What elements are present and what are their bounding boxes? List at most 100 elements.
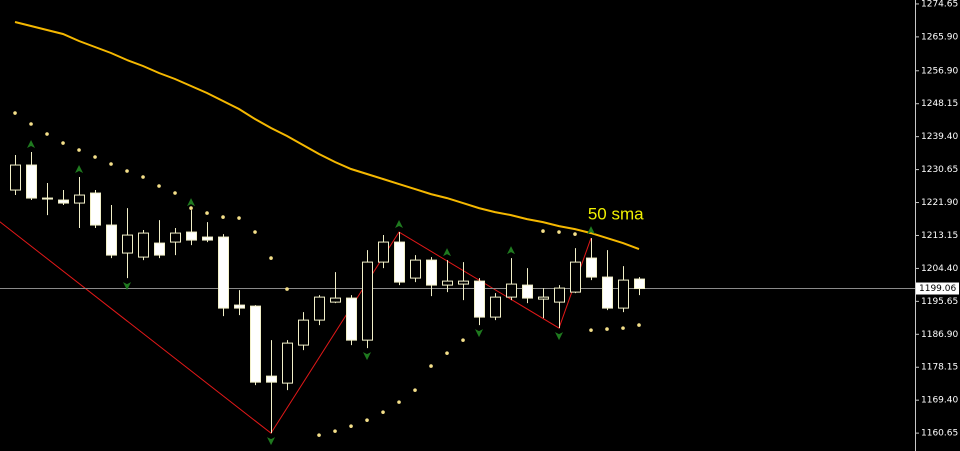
candle-body [410, 259, 421, 279]
sar-dot [621, 326, 625, 330]
fractal-up-arrow [395, 220, 404, 229]
sar-dot [205, 211, 209, 215]
sar-dot [29, 122, 33, 126]
sar-dot [125, 169, 129, 173]
candle-body [154, 242, 165, 256]
candle-body [362, 261, 373, 341]
sar-dot [141, 175, 145, 179]
sar-dot [429, 364, 433, 368]
sar-dot [557, 230, 561, 234]
sar-dot [269, 256, 273, 260]
candle-body [90, 192, 101, 226]
sar-dot [589, 328, 593, 332]
candle-body [170, 232, 181, 243]
y-tick-label: 1160.65 [921, 429, 958, 439]
candle-body [506, 283, 517, 298]
candle-body [266, 375, 277, 383]
sar-dot [541, 229, 545, 233]
candle-body [282, 342, 293, 384]
candle-body [346, 297, 357, 341]
fractal-down-arrow [363, 352, 372, 361]
candle-body [250, 305, 261, 383]
candle-body [618, 279, 629, 309]
candle-body [474, 280, 485, 318]
sar-dot [77, 148, 81, 152]
y-tick-label: 1265.90 [921, 32, 958, 42]
y-tick-label: 1213.15 [921, 231, 958, 241]
sar-dot [285, 287, 289, 291]
y-tick-label: 1204.40 [921, 264, 958, 274]
sar-dot [445, 351, 449, 355]
candle-body [522, 284, 533, 299]
y-tick-label: 1195.65 [921, 297, 958, 307]
current-price-label: 1199.06 [919, 284, 956, 294]
y-tick-label: 1248.15 [921, 99, 958, 109]
candle-body [538, 296, 549, 300]
sar-dot [413, 388, 417, 392]
sar-dot [381, 410, 385, 414]
sma-line [14, 21, 640, 251]
candle-body [218, 236, 229, 309]
fractal-down-arrow [555, 332, 564, 341]
candle-body [442, 280, 453, 286]
sar-dot [221, 215, 225, 219]
candle-body [202, 236, 213, 241]
sar-dot [349, 424, 353, 428]
sar-dot [253, 230, 257, 234]
candle-body [330, 297, 341, 303]
y-tick-label: 1221.90 [921, 198, 958, 208]
sar-dot [605, 327, 609, 331]
candle-body [426, 259, 437, 286]
sar-dot [397, 400, 401, 404]
sar-dot [333, 429, 337, 433]
candle-body [58, 199, 69, 204]
fractal-up-arrow [587, 226, 596, 235]
candle-body [42, 197, 53, 200]
y-tick-label: 1178.15 [921, 363, 958, 373]
sar-dot [237, 216, 241, 220]
candle-body [314, 296, 325, 321]
candle-body [10, 164, 21, 191]
sar-dot [13, 111, 17, 115]
y-tick-label: 1169.40 [921, 396, 958, 406]
fractal-down-arrow [475, 329, 484, 338]
sar-dot [173, 191, 177, 195]
sar-dot [461, 338, 465, 342]
candle-body [570, 261, 581, 293]
sma-annotation: 50 sma [588, 205, 644, 224]
candle-body [74, 194, 85, 204]
candle-body [378, 241, 389, 263]
fractal-up-arrow [507, 246, 516, 255]
candle-body [122, 234, 133, 254]
y-tick-label: 1239.40 [921, 132, 958, 142]
candle-body [554, 287, 565, 303]
fractal-up-arrow [75, 165, 84, 174]
candle-body [394, 241, 405, 283]
sar-dot [45, 132, 49, 136]
fractal-up-arrow [187, 198, 196, 207]
sar-dot [189, 206, 193, 210]
sar-dot [573, 232, 577, 236]
sar-dot [365, 418, 369, 422]
candle-body [490, 296, 501, 318]
fractal-down-arrow [123, 282, 132, 291]
candle-body [26, 164, 37, 199]
fractal-up-arrow [443, 248, 452, 257]
fractal-down-arrow [267, 437, 276, 446]
sar-dot [93, 155, 97, 159]
sar-dot [317, 433, 321, 437]
y-tick-label: 1256.90 [921, 66, 958, 76]
sar-dot [109, 162, 113, 166]
candle-body [298, 319, 309, 346]
y-tick-label: 1186.90 [921, 330, 958, 340]
y-tick-label: 1274.65 [921, 0, 958, 9]
sar-dot [157, 184, 161, 188]
candle-body [106, 224, 117, 256]
candle-body [634, 278, 645, 290]
candle-body [234, 304, 245, 309]
candle-body [458, 280, 469, 285]
fractal-up-arrow [27, 140, 36, 149]
